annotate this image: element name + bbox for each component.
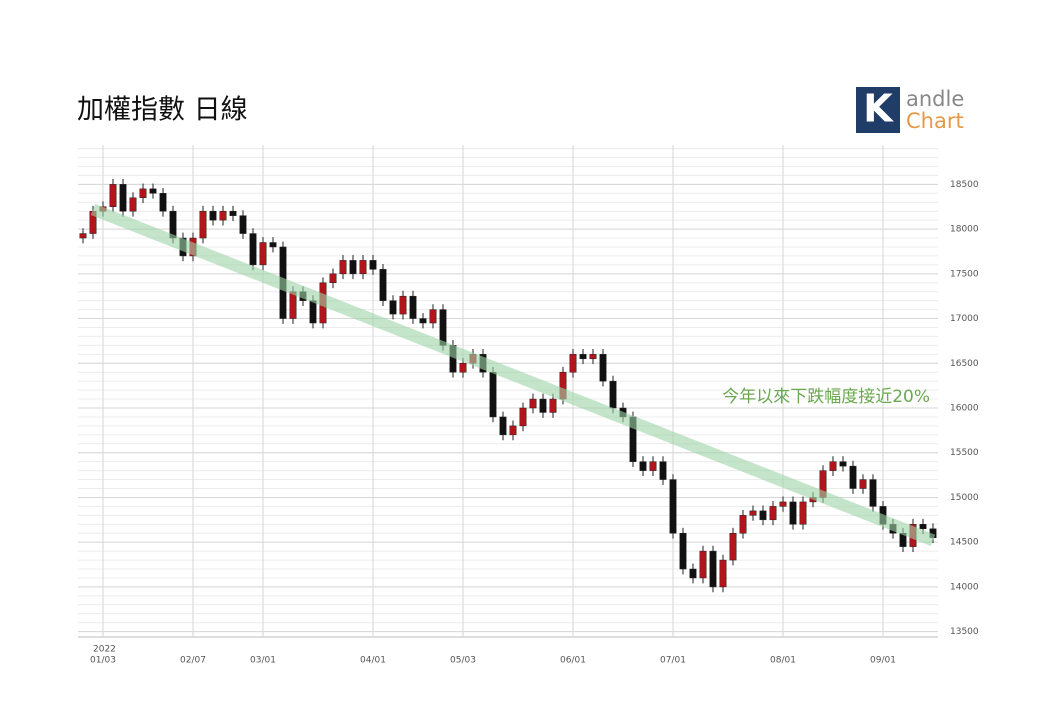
candle-body [259, 242, 267, 266]
x-tick-label: 06/01 [560, 656, 586, 666]
candle-body [289, 291, 297, 319]
y-tick-label: 18500 [950, 180, 979, 190]
candle-body [379, 269, 387, 301]
candle-body [719, 559, 727, 588]
candle-body [659, 461, 667, 480]
candle-body [709, 550, 717, 588]
candle-body [79, 233, 87, 239]
candle-body [419, 318, 427, 324]
x-tick-label: 02/07 [180, 656, 206, 666]
y-tick-label: 14000 [950, 582, 979, 592]
candle-body [849, 465, 857, 489]
candle-body [689, 568, 697, 579]
candle-body [799, 501, 807, 525]
candle-body [669, 479, 677, 534]
y-tick-label: 17000 [950, 314, 979, 324]
candle-body [589, 354, 597, 360]
y-tick-label: 15500 [950, 448, 979, 458]
candle-body [679, 532, 687, 570]
candle-body [129, 197, 137, 212]
y-tick-label: 16500 [950, 359, 979, 369]
candle-body [539, 398, 547, 413]
candle-body [699, 550, 707, 579]
candle-body [459, 363, 467, 373]
year-label: 2022 [93, 645, 116, 655]
candle-body [749, 510, 757, 516]
x-tick-label: 09/01 [870, 656, 896, 666]
x-tick-label: 01/03 [90, 656, 116, 666]
candle-body [639, 461, 647, 471]
candle-body [269, 242, 277, 248]
candle-body [329, 273, 337, 284]
candle-body [339, 260, 347, 275]
candle-body [249, 233, 257, 266]
candle-body [739, 515, 747, 534]
candle-body [489, 371, 497, 418]
candle-body [309, 300, 317, 324]
candle-body [239, 215, 247, 234]
x-tick-label: 03/01 [250, 656, 276, 666]
y-tick-label: 15000 [950, 493, 979, 503]
y-tick-label: 17500 [950, 269, 979, 279]
candle-body [359, 260, 367, 275]
candle-body [869, 479, 877, 507]
logo-text: andle [906, 87, 964, 111]
candle-body [599, 354, 607, 382]
candle-body [399, 295, 407, 315]
candle-body [519, 407, 527, 427]
candle-body [569, 354, 577, 373]
candle-body [579, 354, 587, 360]
candle-body [549, 398, 557, 413]
candle-body [109, 184, 117, 207]
candle-body [159, 193, 167, 212]
candle-body [919, 524, 927, 530]
candle-body [389, 300, 397, 315]
candle-body [429, 309, 437, 324]
candle-body [499, 416, 507, 436]
annotation: 今年以來下跌幅度接近20% [722, 387, 930, 407]
candle-body [649, 461, 657, 471]
y-tick-label: 16000 [950, 403, 979, 413]
candle-body [229, 210, 237, 216]
candle-body [789, 501, 797, 525]
candle-body [609, 380, 617, 409]
candle-body [769, 506, 777, 521]
logo-mark: K [863, 87, 894, 131]
x-tick-label: 08/01 [770, 656, 796, 666]
candle-body [509, 425, 517, 436]
y-tick-label: 18000 [950, 225, 979, 235]
x-tick-label: 04/01 [360, 656, 386, 666]
candle-body [759, 510, 767, 521]
candle-body [139, 188, 147, 199]
candle-body [349, 260, 357, 275]
logo: K andle Chart [856, 87, 964, 133]
candle-body [829, 461, 837, 471]
candle-body [859, 479, 867, 489]
candle-body [209, 210, 217, 221]
logo-box [856, 87, 900, 133]
candle-body [149, 188, 157, 194]
candle-body [369, 260, 377, 270]
candle-body [119, 184, 127, 212]
y-tick-label: 13500 [950, 627, 979, 637]
logo-text: Chart [906, 109, 964, 133]
candle-body [199, 210, 207, 239]
candle-body [219, 210, 227, 221]
chart-title: 加權指數 日線 [77, 95, 248, 126]
candle-body [409, 295, 417, 319]
candle-body [529, 398, 537, 409]
candle-body [839, 461, 847, 467]
x-tick-label: 05/03 [450, 656, 476, 666]
x-tick-label: 07/01 [660, 656, 686, 666]
y-tick-label: 14500 [950, 538, 979, 548]
candle-body [779, 501, 787, 507]
candle-body [729, 532, 737, 561]
trend-line [90, 203, 936, 546]
